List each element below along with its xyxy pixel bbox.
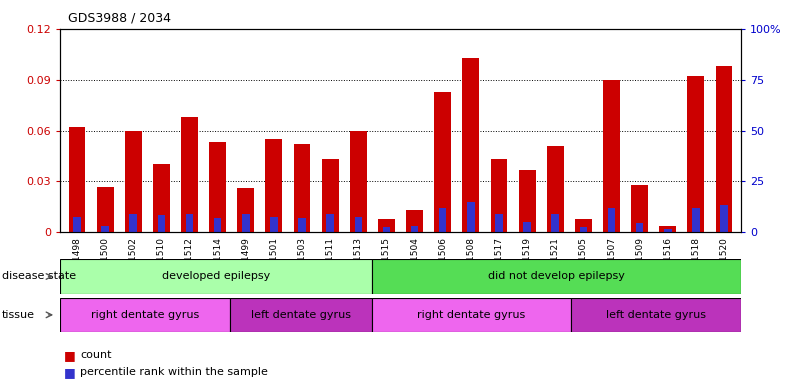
Text: left dentate gyrus: left dentate gyrus [606,310,706,320]
Text: right dentate gyrus: right dentate gyrus [91,310,199,320]
Text: developed epilepsy: developed epilepsy [162,271,270,281]
Text: GDS3988 / 2034: GDS3988 / 2034 [68,12,171,25]
Bar [209,142,226,232]
Bar [158,215,165,232]
Text: right dentate gyrus: right dentate gyrus [417,310,525,320]
Bar [186,214,193,232]
Bar [687,76,704,232]
Bar [406,210,423,232]
Bar [231,298,372,332]
Bar [214,218,221,232]
Bar [551,214,559,232]
Bar [242,214,250,232]
Bar [659,225,676,232]
Bar [69,127,86,232]
Bar [383,227,390,232]
Bar [350,131,367,232]
Bar [434,91,451,232]
Bar [439,208,446,232]
Bar [608,208,615,232]
Bar [60,259,372,294]
Bar [580,227,587,232]
Bar [490,159,507,232]
Text: ■: ■ [64,366,76,379]
Text: ■: ■ [64,349,76,362]
Bar [372,259,741,294]
Bar [462,58,479,232]
Bar [692,208,700,232]
Bar [265,139,282,232]
Bar [495,214,503,232]
Bar [720,205,728,232]
Bar [153,164,170,232]
Bar [73,217,81,232]
Text: tissue: tissue [2,310,34,320]
Bar [603,79,620,232]
Bar [636,223,643,232]
Text: left dentate gyrus: left dentate gyrus [252,310,351,320]
Text: percentile rank within the sample: percentile rank within the sample [80,367,268,377]
Bar [101,226,109,232]
Bar [270,217,278,232]
Text: count: count [80,350,111,360]
Bar [631,185,648,232]
Bar [294,144,311,232]
Bar [60,298,231,332]
Bar [97,187,114,232]
Bar [130,214,137,232]
Bar [125,131,142,232]
Bar [664,229,671,232]
Bar [523,222,531,232]
Bar [355,217,362,232]
Text: did not develop epilepsy: did not develop epilepsy [488,271,625,281]
Bar [547,146,564,232]
Bar [411,226,418,232]
Bar [467,202,475,232]
Bar [181,117,198,232]
Bar [570,298,741,332]
Bar [378,219,395,232]
Bar [237,188,254,232]
Bar [322,159,339,232]
Bar [298,218,306,232]
Bar [715,66,732,232]
Bar [575,219,592,232]
Bar [519,170,536,232]
Bar [326,214,334,232]
Bar [372,298,570,332]
Text: disease state: disease state [2,271,76,281]
